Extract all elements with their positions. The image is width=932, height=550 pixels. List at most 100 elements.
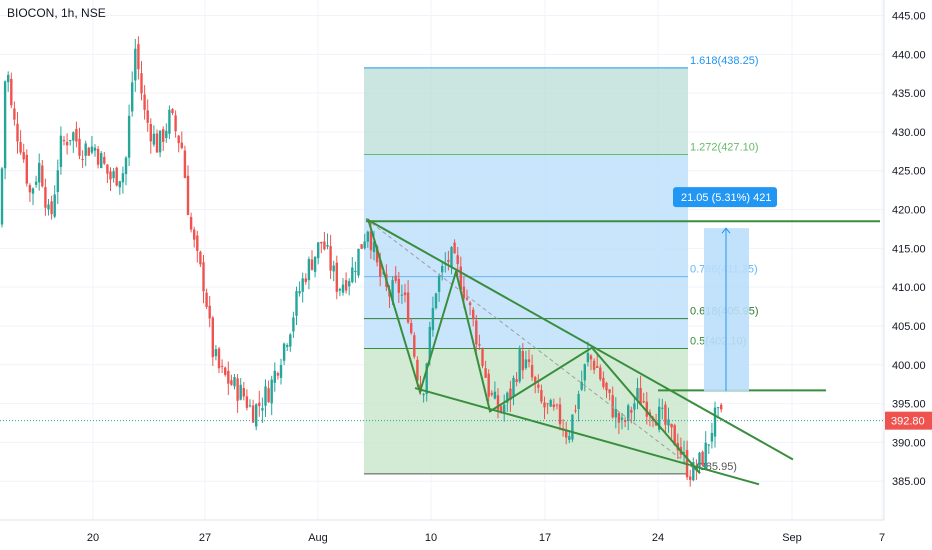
candle-body	[720, 404, 723, 410]
candle-body	[543, 402, 546, 408]
candle-body	[478, 344, 481, 346]
y-tick-label: 390.00	[892, 437, 926, 449]
candle-body	[344, 280, 348, 291]
candle-body	[509, 388, 512, 400]
candle-body	[248, 405, 252, 407]
candle-body	[75, 128, 78, 142]
candle-body	[555, 404, 559, 406]
candle-body	[65, 141, 69, 146]
candle-body	[689, 476, 692, 480]
x-axis: 20 27 Aug 10 17 24 Sep 7	[0, 519, 932, 550]
candle-body	[233, 376, 236, 387]
x-tick-label: 20	[87, 532, 99, 544]
candle-body	[307, 259, 311, 281]
candle-body	[301, 278, 304, 292]
candle-body	[565, 430, 568, 438]
candle-body	[428, 326, 431, 360]
candle-body	[614, 408, 617, 418]
candle-body	[292, 317, 295, 332]
candle-body	[515, 379, 518, 383]
candle-body	[366, 231, 369, 242]
last-price-badge	[885, 411, 932, 430]
candle-body	[220, 365, 224, 367]
candle-body	[379, 259, 382, 277]
candle-body	[496, 395, 500, 411]
fib-extension: 1.618(438.25)1.272(427.10)0.786(411.35)0…	[364, 55, 759, 475]
y-axis: 385.00 390.00 395.00 400.00 405.00 410.00 415.…	[883, 0, 932, 550]
candle-body	[112, 171, 115, 179]
candle-body	[155, 133, 159, 153]
candle-body	[589, 355, 593, 360]
candle-body	[527, 359, 531, 363]
candle-body	[530, 365, 534, 378]
last-price-label: 392.80	[891, 416, 925, 428]
candle-body	[667, 419, 670, 426]
candle-body	[96, 148, 100, 165]
candle-body	[549, 400, 552, 407]
candle-body	[608, 389, 611, 393]
candle-body	[627, 405, 630, 421]
candle-body	[103, 156, 106, 164]
candle-body	[558, 404, 562, 425]
chart-title: BIOCON, 1h, NSE	[7, 6, 106, 20]
y-tick-label: 410.00	[892, 282, 926, 294]
candle-body	[580, 382, 583, 390]
candle-body	[22, 152, 25, 160]
candle-body	[7, 74, 10, 83]
candle-body	[273, 370, 276, 383]
candle-body	[602, 377, 605, 387]
candle-body	[599, 367, 602, 380]
candle-body	[320, 241, 323, 244]
candle-body	[453, 242, 456, 254]
candle-body	[596, 366, 599, 368]
candle-body	[468, 302, 472, 306]
candle-body	[317, 242, 320, 259]
candle-body	[264, 386, 267, 406]
candle-body	[118, 181, 121, 188]
candles-layer	[0, 36, 723, 487]
candle-body	[13, 108, 16, 120]
candle-body	[348, 281, 351, 287]
candle-body	[87, 147, 90, 156]
candle-body	[143, 94, 146, 110]
candle-body	[78, 138, 81, 156]
candle-body	[571, 414, 574, 440]
candle-body	[202, 262, 205, 292]
candle-body	[583, 364, 586, 381]
candle-body	[490, 393, 493, 395]
candle-body	[611, 395, 614, 418]
candle-body	[189, 216, 193, 230]
candle-body	[437, 275, 441, 292]
candle-body	[109, 171, 112, 180]
candle-body	[332, 265, 335, 272]
y-tick-label: 400.00	[892, 360, 926, 372]
candle-body	[50, 201, 53, 215]
measure-label-bg	[673, 187, 777, 208]
candle-body	[31, 188, 35, 194]
candle-body	[537, 384, 540, 388]
candle-body	[462, 286, 466, 299]
candle-body	[363, 241, 366, 249]
candle-body	[270, 379, 273, 404]
candle-body	[335, 262, 338, 292]
candle-body	[140, 73, 143, 94]
candle-body	[239, 384, 242, 400]
candle-body	[518, 349, 521, 382]
candle-body	[10, 78, 13, 106]
candle-body	[472, 309, 475, 319]
candle-body	[127, 115, 131, 158]
candle-body	[227, 370, 230, 384]
candle-body	[692, 462, 695, 481]
y-tick-label: 430.00	[892, 127, 926, 139]
candle-body	[90, 146, 94, 153]
candle-body	[487, 373, 490, 397]
candle-body	[456, 255, 459, 264]
candle-body	[16, 123, 19, 142]
candle-body	[230, 380, 233, 385]
candle-body	[115, 167, 118, 186]
candle-body	[38, 162, 41, 183]
candle-body	[211, 317, 214, 358]
candle-body	[183, 150, 187, 178]
candle-body	[416, 359, 419, 381]
